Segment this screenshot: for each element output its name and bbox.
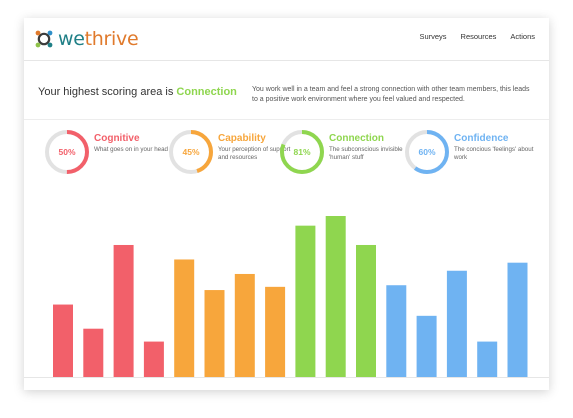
summary-banner: Your highest scoring area is Connection … — [24, 61, 549, 120]
metric-text: Capability Your perception of support an… — [218, 133, 298, 162]
capability-percent: 45% — [182, 147, 200, 157]
confidence-percent: 60% — [418, 147, 436, 157]
bar-capability-3 — [234, 273, 255, 377]
wethrive-logo-icon — [34, 29, 54, 49]
bar-capability-1 — [174, 259, 195, 377]
bar-cognitive-4 — [143, 341, 164, 377]
cognitive-percent: 50% — [58, 147, 76, 157]
cognitive-gauge-arc — [45, 130, 89, 174]
capability-gauge: 45% — [168, 129, 214, 175]
connection-title: Connection — [329, 133, 384, 144]
headline-title: Your highest scoring area is Connection — [38, 86, 237, 98]
bar-cognitive-1 — [53, 304, 73, 377]
bar-connection-1 — [295, 225, 316, 377]
bar-confidence-1 — [386, 285, 407, 377]
headline-prefix: Your highest scoring area is — [38, 86, 177, 98]
confidence-gauge-arc — [405, 130, 449, 174]
metric-text: Connection The subconscious invisible 'h… — [329, 133, 409, 162]
main-nav: Surveys Resources Actions — [419, 32, 535, 41]
wethrive-logo[interactable]: wethrive — [34, 28, 139, 50]
confidence-description: The concious 'feelings' about work — [454, 146, 534, 161]
bar-confidence-4 — [477, 341, 498, 377]
connection-gauge: 81% — [279, 129, 325, 175]
metric-text: Confidence The concious 'feelings' about… — [454, 133, 534, 162]
logo-wordmark: wethrive — [58, 28, 139, 50]
metric-text: Cognitive What goes on in your head — [94, 133, 174, 154]
nav-resources[interactable]: Resources — [460, 32, 497, 41]
logo-we-text: we — [58, 28, 85, 50]
app-window: wethrive Surveys Resources Actions Your … — [24, 18, 549, 390]
bar-connection-3 — [356, 244, 376, 377]
confidence-gauge: 60% — [404, 129, 450, 175]
cognitive-gauge: 50% — [44, 129, 90, 175]
top-bar: wethrive Surveys Resources Actions — [24, 18, 549, 61]
score-bar-chart — [24, 188, 549, 390]
bar-connection-2 — [325, 216, 346, 377]
nav-surveys[interactable]: Surveys — [419, 32, 447, 41]
bar-confidence-3 — [446, 270, 467, 377]
bar-cognitive-2 — [83, 328, 104, 377]
bar-capability-4 — [265, 286, 286, 377]
connection-percent: 81% — [293, 147, 311, 157]
capability-gauge-arc — [169, 130, 213, 174]
highest-area-label: Connection — [176, 86, 237, 98]
bar-capability-2 — [204, 290, 225, 377]
headline-description: You work well in a team and feel a stron… — [252, 86, 530, 103]
capability-description: Your perception of support and resources — [218, 146, 291, 161]
bar-chart-svg — [24, 216, 549, 378]
nav-actions[interactable]: Actions — [510, 32, 535, 41]
metric-summary-row: 50% Cognitive What goes on in your head … — [24, 121, 549, 191]
connection-gauge-arc — [280, 130, 324, 174]
bar-confidence-2 — [416, 315, 437, 377]
connection-description: The subconscious invisible 'human' stuff — [329, 146, 403, 161]
logo-thrive-text: thrive — [84, 28, 139, 50]
confidence-title: Confidence — [454, 133, 509, 144]
cognitive-title: Cognitive — [94, 133, 140, 144]
bar-cognitive-3 — [113, 244, 134, 377]
bar-confidence-5 — [507, 262, 528, 377]
cognitive-description: What goes on in your head — [94, 146, 168, 153]
capability-title: Capability — [218, 133, 266, 144]
